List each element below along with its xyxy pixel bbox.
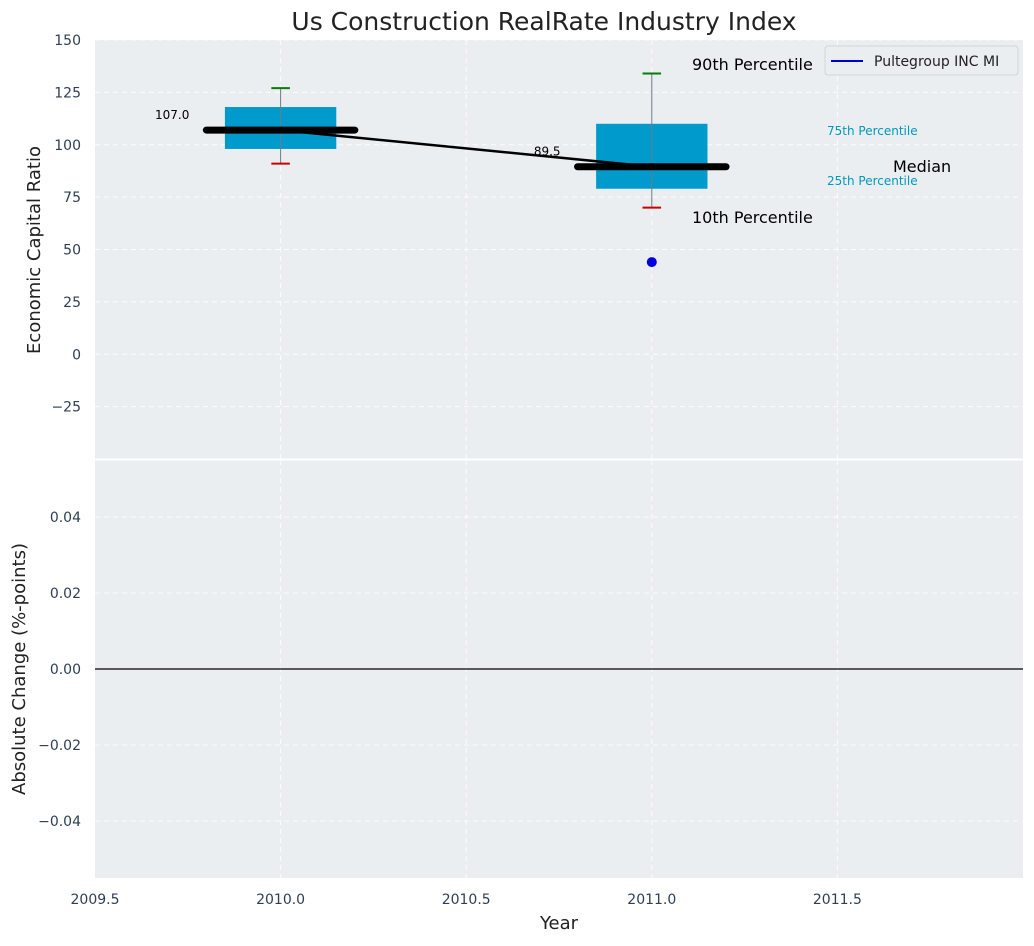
x-tick-label: 2010.0 [256,892,305,908]
x-tick-label: 2010.5 [442,892,491,908]
percentile-annotations: 90th Percentile 75th Percentile Median 2… [692,55,951,227]
annotation-10th: 10th Percentile [692,208,813,227]
x-tick-label: 2011.5 [813,892,862,908]
bottom-y-tick-label: 0.02 [50,586,81,602]
bottom-y-tick-label: −0.02 [38,738,81,754]
top-y-tick-label: 75 [63,190,81,206]
legend: Pultegroup INC MI [824,45,1019,76]
x-tick-label: 2011.0 [627,892,676,908]
x-tick-label: 2009.5 [71,892,120,908]
top-y-tick-label: 25 [63,295,81,311]
bottom-y-tick-label: −0.04 [38,814,81,830]
top-y-tick-label: 50 [63,243,81,259]
top-y-tick-label: 100 [54,138,81,154]
median-value-label: 89.5 [534,145,561,159]
annotation-75th: 75th Percentile [827,124,918,138]
chart-title: Us Construction RealRate Industry Index [291,7,796,36]
bottom-y-tick-label: 0.04 [50,510,81,526]
median-value-label: 107.0 [155,108,189,122]
median-trend-line [280,128,652,168]
top-y-axis-label: Economic Capital Ratio [24,146,45,354]
annotation-25th: 25th Percentile [827,174,918,188]
company-point [646,257,657,268]
annotation-median: Median [893,157,951,176]
x-axis-label: Year [539,913,579,934]
annotation-90th: 90th Percentile [692,55,813,74]
bottom-y-axis-label: Absolute Change (%-points) [9,543,30,795]
top-y-tick-label: −25 [51,400,81,416]
top-y-tick-label: 0 [72,347,81,363]
tick-labels: 150 125 100 75 50 25 0 −25 0.04 0.02 0.00 −0.02 −0.0… [38,33,862,908]
bottom-y-tick-label: 0.00 [50,662,81,678]
top-y-tick-label: 125 [54,85,81,101]
legend-box [824,45,1019,76]
chart-marks: 107.0 89.5 [95,72,1023,670]
legend-label: Pultegroup INC MI [874,54,999,70]
top-y-tick-label: 150 [54,33,81,49]
